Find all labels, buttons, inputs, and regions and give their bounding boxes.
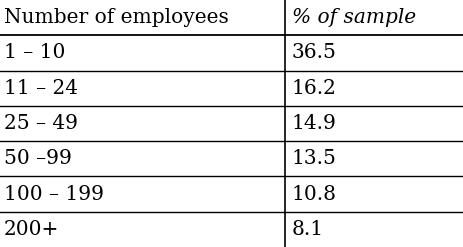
- Text: 1 – 10: 1 – 10: [4, 43, 65, 62]
- Text: 8.1: 8.1: [292, 220, 324, 239]
- Text: % of sample: % of sample: [292, 8, 416, 27]
- Text: 16.2: 16.2: [292, 79, 337, 98]
- Text: 13.5: 13.5: [292, 149, 337, 168]
- Text: 100 – 199: 100 – 199: [4, 185, 104, 204]
- Text: 36.5: 36.5: [292, 43, 337, 62]
- Text: 10.8: 10.8: [292, 185, 337, 204]
- Text: 200+: 200+: [4, 220, 59, 239]
- Text: 25 – 49: 25 – 49: [4, 114, 78, 133]
- Text: 11 – 24: 11 – 24: [4, 79, 78, 98]
- Text: 50 –99: 50 –99: [4, 149, 72, 168]
- Text: Number of employees: Number of employees: [4, 8, 228, 27]
- Text: 14.9: 14.9: [292, 114, 337, 133]
